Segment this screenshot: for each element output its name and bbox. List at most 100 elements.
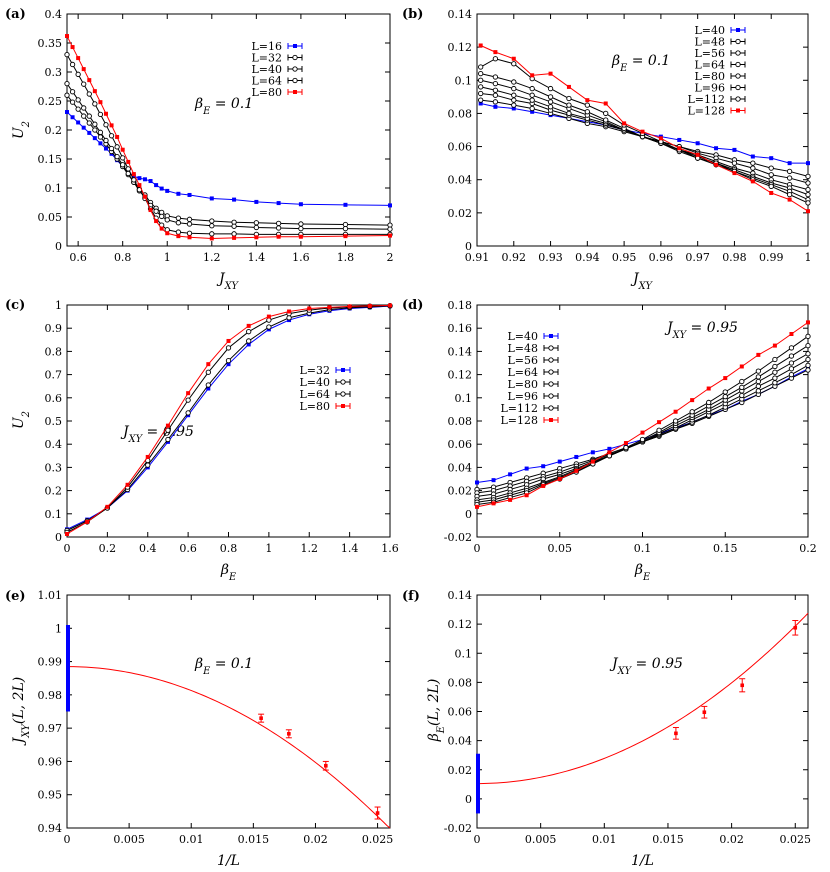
data-point bbox=[114, 144, 120, 150]
legend-label: L=40 bbox=[694, 24, 725, 37]
data-point bbox=[805, 351, 811, 357]
y-tick-label: 1 bbox=[55, 622, 62, 635]
x-tick-label: 1.2 bbox=[203, 251, 221, 264]
data-point bbox=[209, 236, 214, 241]
y-tick-label: 1 bbox=[55, 299, 62, 312]
y-tick-label: 0.1 bbox=[45, 508, 63, 521]
data-point bbox=[478, 97, 484, 103]
data-point bbox=[87, 130, 92, 135]
data-point bbox=[739, 364, 744, 369]
legend-label: L=96 bbox=[507, 390, 538, 403]
data-point bbox=[732, 171, 737, 176]
y-tick-label: 0.06 bbox=[448, 438, 473, 451]
data-point bbox=[574, 468, 579, 473]
data-point bbox=[298, 202, 303, 207]
data-point bbox=[603, 101, 608, 106]
data-point bbox=[772, 363, 778, 370]
data-point bbox=[209, 231, 215, 237]
fit-curve bbox=[476, 612, 809, 785]
data-point bbox=[148, 208, 153, 213]
data-point bbox=[750, 154, 755, 159]
panel-a: 0.6 0.8 1 1.2 1.4 1.6 1.8 2 0 0.05 0.1 0.15 0.2 0.25 0… bbox=[5, 7, 394, 292]
data-point bbox=[266, 324, 272, 330]
y-axis-label: βE(L, 2L) bbox=[426, 679, 447, 743]
data-point bbox=[547, 104, 554, 110]
data-point bbox=[805, 191, 811, 198]
data-point bbox=[722, 389, 728, 395]
y-tick-label: 0 bbox=[55, 240, 62, 253]
data-point bbox=[768, 172, 774, 178]
data-point bbox=[343, 234, 348, 239]
data-point bbox=[623, 445, 629, 451]
data-point bbox=[142, 177, 147, 182]
data-point bbox=[137, 183, 142, 188]
data-point bbox=[165, 423, 170, 428]
data-point bbox=[772, 356, 778, 363]
x-axis-label: JXY bbox=[216, 271, 240, 292]
data-point bbox=[478, 101, 483, 106]
data-point bbox=[298, 234, 303, 239]
legend-marker bbox=[341, 404, 345, 408]
legend-marker bbox=[548, 345, 554, 351]
x-tick-label: 0.01 bbox=[179, 833, 204, 846]
series-l-128 bbox=[475, 320, 810, 509]
y-tick-label: 0.16 bbox=[448, 322, 473, 335]
data-point bbox=[109, 123, 114, 128]
x-tick-label: 0.02 bbox=[303, 833, 328, 846]
legend-label: L=56 bbox=[507, 354, 538, 367]
data-point bbox=[478, 64, 484, 70]
data-point bbox=[672, 418, 679, 424]
data-point bbox=[226, 362, 231, 367]
data-point bbox=[367, 303, 372, 308]
legend-label: L=40 bbox=[299, 376, 330, 389]
x-tick-label: 0 bbox=[474, 833, 481, 846]
data-point bbox=[547, 99, 554, 105]
data-point bbox=[115, 134, 120, 139]
data-point bbox=[695, 152, 700, 157]
data-point bbox=[511, 92, 517, 98]
y-tick-label: 0.35 bbox=[38, 37, 63, 50]
data-point bbox=[92, 136, 97, 141]
y-tick-label: 1.01 bbox=[38, 589, 63, 602]
y-tick-label: 0.14 bbox=[448, 345, 473, 358]
data-point bbox=[347, 304, 352, 309]
panel-label: (f) bbox=[402, 589, 420, 604]
plot-frame bbox=[66, 594, 391, 829]
data-point bbox=[772, 375, 778, 381]
data-point bbox=[108, 133, 115, 139]
data-point bbox=[511, 56, 516, 61]
data-point bbox=[566, 95, 572, 102]
data-point bbox=[298, 221, 304, 227]
data-point bbox=[159, 226, 164, 231]
data-point bbox=[205, 382, 211, 388]
data-point bbox=[566, 84, 571, 89]
x-tick-label: 0.95 bbox=[612, 251, 637, 264]
x-tick-label: 1.6 bbox=[381, 542, 399, 555]
y-tick-label: 0.05 bbox=[38, 211, 63, 224]
annotation: JXY = 0.95 bbox=[609, 656, 683, 677]
data-point bbox=[750, 160, 756, 166]
data-point bbox=[755, 368, 761, 374]
data-point bbox=[639, 436, 646, 443]
x-tick-label: 0.015 bbox=[652, 833, 684, 846]
data-point bbox=[756, 352, 761, 357]
data-point bbox=[105, 504, 110, 509]
legend-label: L=112 bbox=[500, 402, 538, 415]
data-point bbox=[786, 175, 793, 181]
annotation: βE = 0.1 bbox=[611, 53, 670, 74]
data-point bbox=[529, 105, 535, 112]
panel-c: 0 0.2 0.4 0.6 0.8 1 1.2 1.4 1.6 0 0.1 0.2 0.3 0.4 0.5 0… bbox=[5, 298, 399, 583]
legend-marker bbox=[548, 405, 554, 411]
data-point bbox=[65, 34, 69, 39]
data-point bbox=[508, 472, 513, 477]
panel-label: (d) bbox=[402, 298, 423, 313]
data-point bbox=[69, 89, 76, 95]
legend-marker bbox=[549, 334, 553, 338]
y-tick-label: 0.08 bbox=[448, 415, 473, 428]
legend-marker bbox=[292, 54, 298, 61]
x-axis-label: βE bbox=[220, 562, 236, 583]
data-point bbox=[755, 388, 761, 394]
x-tick-label: 0.93 bbox=[538, 251, 563, 264]
x-tick-label: 0 bbox=[64, 833, 71, 846]
data-point bbox=[186, 216, 193, 222]
